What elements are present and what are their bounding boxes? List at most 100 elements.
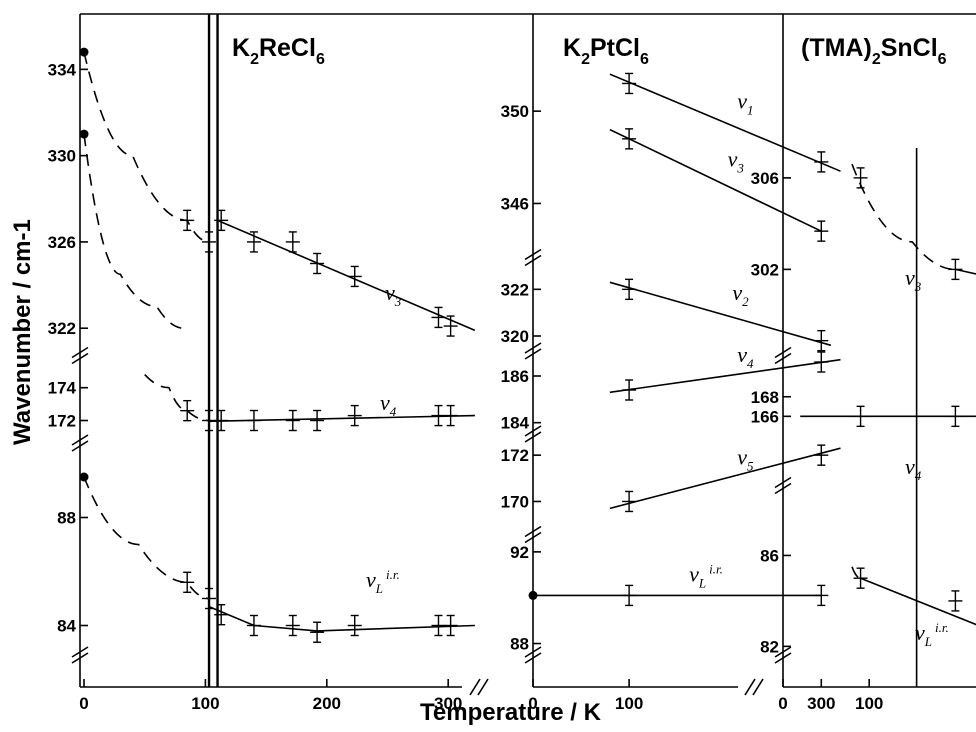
data-point-p2-s4-1 — [814, 445, 828, 465]
data-point-p1-s0-6 — [348, 266, 362, 286]
data-point-p1-s3-2 — [214, 605, 228, 625]
fit-line-p2-s3 — [610, 360, 841, 393]
data-point-p3-s1-0 — [854, 406, 868, 426]
data-point-p1-s2-6 — [348, 406, 362, 426]
series-label-p1-s3: νLi.r. — [366, 567, 400, 596]
fit-line-p1-s0 — [218, 220, 475, 330]
low-t-dashed-p3-s0 — [852, 164, 955, 269]
y-tick-label-p1-nu3-2: 330 — [48, 147, 76, 166]
y-tick-label-p1-nu3-0: 322 — [48, 319, 76, 338]
low-t-dashed-p1-s3 — [84, 477, 209, 599]
y-tick-label-p2-nu2-1: 322 — [501, 280, 529, 299]
data-point-p1-s3-7 — [431, 616, 445, 636]
y-tick-label-p2-nu1_3-0: 346 — [501, 194, 529, 213]
x-axis-title: Temperature / K — [420, 699, 602, 726]
data-point-p1-s3-3 — [247, 616, 261, 636]
y-tick-label-p1-nu4-0: 172 — [48, 412, 76, 431]
data-point-p2-s1-1 — [814, 221, 828, 241]
x-tick-label-p3-0: 0 — [778, 694, 787, 713]
x-tick-label-p1-0: 0 — [79, 694, 88, 713]
y-tick-label-p2-nu5-1: 172 — [501, 446, 529, 465]
series-label-p2-s0: ν1 — [737, 89, 753, 118]
fit-line-p2-s2 — [610, 282, 831, 345]
data-point-p1-s2-3 — [247, 411, 261, 431]
series-label-p2-s5: νLi.r. — [689, 561, 723, 590]
data-point-p1-s0-3 — [247, 232, 261, 252]
y-tick-label-p1-nuL-0: 84 — [57, 617, 76, 636]
series-label-p3-s2: νLi.r. — [915, 620, 949, 649]
low-t-marker-p1-1 — [80, 130, 89, 139]
low-t-dashed-p1-s1 — [84, 134, 184, 328]
low-t-marker-p1-0 — [80, 48, 89, 57]
x-tick-label-p2-2: 300 — [807, 694, 835, 713]
y-tick-label-p2-nuL-1: 92 — [510, 543, 529, 562]
series-label-p2-s1: ν3 — [728, 146, 745, 175]
data-point-p2-s4-0 — [622, 491, 636, 511]
series-label-p1-s2: ν4 — [380, 390, 397, 419]
data-point-p2-s0-0 — [622, 73, 636, 93]
series-label-p3-s0: ν3 — [905, 265, 922, 294]
low-t-marker-p2-0 — [529, 591, 538, 600]
data-point-p3-s1-1 — [948, 406, 962, 426]
data-point-p1-s3-8 — [444, 616, 458, 636]
data-point-p2-s3-1 — [814, 352, 828, 372]
data-point-p3-s2-1 — [948, 591, 962, 611]
fit-line-p1-s3 — [209, 607, 475, 631]
panel-title-1: K2ReCl6 — [232, 34, 325, 68]
data-point-p2-s5-0 — [622, 585, 636, 605]
y-tick-label-p1-nuL-1: 88 — [57, 509, 76, 528]
fit-line-p3-s0 — [955, 269, 976, 292]
data-point-p2-s2-1 — [814, 331, 828, 351]
low-t-dashed-p1-s0 — [84, 52, 209, 242]
y-tick-label-p2-nu5-0: 170 — [501, 492, 529, 511]
data-point-p1-s2-0 — [180, 401, 194, 421]
panel-title-2: K2PtCl6 — [563, 34, 649, 68]
data-point-p1-s3-1 — [202, 589, 216, 609]
data-point-p1-s0-7 — [431, 307, 445, 327]
data-point-p2-s5-1 — [814, 585, 828, 605]
fit-line-p2-s0 — [610, 74, 841, 171]
data-point-p1-s2-8 — [444, 406, 458, 426]
panel-title-3: (TMA)2SnCl6 — [801, 34, 947, 68]
low-t-marker-p1-2 — [80, 473, 89, 482]
x-axis-break-2 — [745, 679, 763, 695]
y-tick-label-p2-nu4-1: 186 — [501, 367, 529, 386]
data-point-p3-s0-1 — [948, 259, 962, 279]
x-tick-label-p2-1: 100 — [615, 694, 643, 713]
fit-line-p3-s2 — [861, 578, 976, 658]
data-point-p1-s0-2 — [214, 210, 228, 230]
y-tick-label-p3-nu4-0: 166 — [751, 407, 779, 426]
data-point-p1-s0-0 — [180, 210, 194, 230]
fit-line-p2-s1 — [610, 130, 821, 232]
data-point-p1-s0-5 — [310, 254, 324, 274]
data-point-p2-s2-0 — [622, 279, 636, 299]
x-tick-label-p1-1: 100 — [191, 694, 219, 713]
low-t-dashed-p1-s2 — [145, 375, 209, 421]
y-tick-label-p3-nu3-0: 302 — [751, 260, 779, 279]
series-label-p2-s2: ν2 — [732, 280, 749, 309]
y-tick-label-p3-nuL-0: 82 — [760, 637, 779, 656]
series-label-p2-s4: ν5 — [737, 444, 754, 473]
data-point-p1-s0-4 — [286, 232, 300, 252]
x-tick-label-p1-2: 200 — [313, 694, 341, 713]
data-point-p1-s2-4 — [286, 411, 300, 431]
data-point-p1-s2-5 — [310, 411, 324, 431]
series-label-p1-s0: ν3 — [385, 280, 402, 309]
y-tick-label-p3-nuL-1: 86 — [760, 546, 779, 565]
y-tick-label-p3-nu4-1: 168 — [751, 388, 779, 407]
y-tick-label-p2-nu1_3-1: 350 — [501, 102, 529, 121]
fit-line-p2-s4 — [610, 448, 841, 508]
data-point-p1-s2-7 — [431, 406, 445, 426]
y-tick-label-p2-nu4-0: 184 — [501, 414, 530, 433]
data-point-p1-s3-4 — [286, 616, 300, 636]
series-label-p3-s1: ν4 — [905, 454, 922, 483]
y-tick-label-p3-nu3-1: 306 — [751, 169, 779, 188]
y-tick-label-p1-nu4-1: 174 — [48, 379, 77, 398]
data-point-p1-s2-1 — [202, 411, 216, 431]
data-point-p1-s3-5 — [310, 622, 324, 642]
data-point-p1-s2-2 — [214, 411, 228, 431]
data-point-p3-s0-0 — [854, 168, 868, 188]
